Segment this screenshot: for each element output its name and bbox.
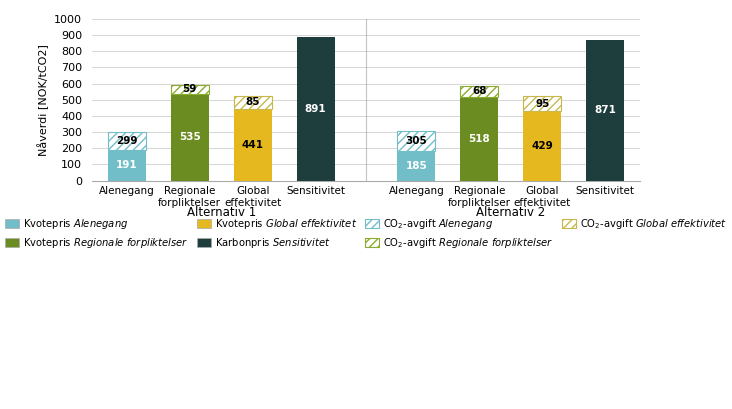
Bar xyxy=(234,96,272,109)
Text: 191: 191 xyxy=(116,160,138,170)
Text: 535: 535 xyxy=(179,132,201,142)
Bar xyxy=(108,132,146,150)
Text: 441: 441 xyxy=(242,140,264,150)
Text: 85: 85 xyxy=(245,97,260,108)
Bar xyxy=(108,150,146,180)
Text: 68: 68 xyxy=(472,86,487,97)
Bar xyxy=(171,94,209,180)
Bar xyxy=(397,131,436,151)
Bar xyxy=(523,111,561,180)
Text: 185: 185 xyxy=(406,161,427,171)
Bar xyxy=(460,86,498,97)
Text: 95: 95 xyxy=(535,99,550,108)
Text: 871: 871 xyxy=(594,105,616,115)
Bar xyxy=(171,85,209,94)
Text: Alternativ 2: Alternativ 2 xyxy=(477,206,545,218)
Text: 429: 429 xyxy=(531,141,553,151)
Text: 305: 305 xyxy=(406,136,427,146)
Bar xyxy=(234,109,272,180)
Bar xyxy=(397,151,436,180)
Bar xyxy=(460,97,498,180)
Legend: Kvotepris $\it{Alenegang}$, Kvotepris $\it{Regionale\ forpliktelser}$, Kvotepris: Kvotepris $\it{Alenegang}$, Kvotepris $\… xyxy=(5,217,727,250)
Bar xyxy=(296,36,335,180)
Bar xyxy=(586,40,624,180)
Text: 59: 59 xyxy=(182,84,197,94)
Text: 891: 891 xyxy=(305,103,326,114)
Y-axis label: Nåverdi [NOK/tCO2]: Nåverdi [NOK/tCO2] xyxy=(37,44,49,156)
Bar xyxy=(523,96,561,111)
Text: 518: 518 xyxy=(468,134,490,144)
Text: 299: 299 xyxy=(116,136,138,146)
Text: Alternativ 1: Alternativ 1 xyxy=(187,206,255,218)
